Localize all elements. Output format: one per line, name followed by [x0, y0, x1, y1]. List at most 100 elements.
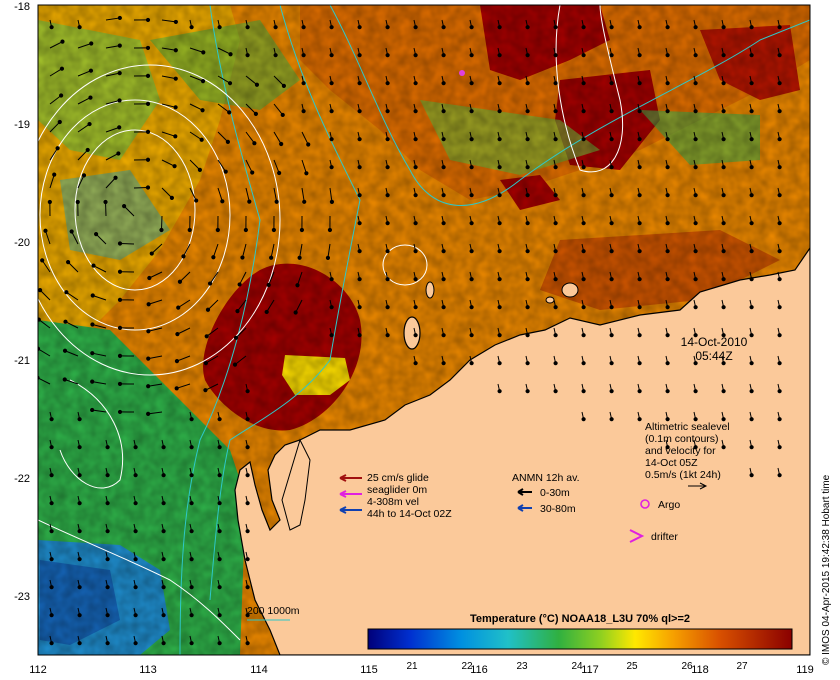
velocity-arrow-head	[637, 305, 642, 310]
velocity-arrow-head	[693, 249, 698, 254]
velocity-arrow-head	[245, 585, 250, 590]
velocity-arrow-head	[40, 258, 45, 263]
velocity-arrow-head	[749, 221, 754, 226]
velocity-arrow-head	[609, 53, 614, 58]
velocity-arrow-head	[77, 25, 82, 30]
velocity-arrow-head	[749, 305, 754, 310]
velocity-arrow-head	[721, 389, 726, 394]
velocity-arrow-head	[413, 165, 418, 170]
velocity-arrow-head	[117, 98, 122, 103]
velocity-arrow-head	[525, 361, 530, 366]
svg-text:30-80m: 30-80m	[540, 503, 576, 515]
velocity-arrow-head	[233, 335, 239, 340]
velocity-arrow-head	[609, 305, 614, 310]
argo-symbol	[640, 499, 650, 509]
velocity-arrow	[161, 187, 173, 199]
velocity-arrow-head	[413, 53, 418, 58]
velocity-arrow-head	[81, 173, 87, 178]
velocity-arrow-head	[105, 641, 110, 646]
velocity-arrow-head	[637, 25, 642, 30]
velocity-arrow-head	[176, 305, 181, 310]
velocity-arrow	[67, 261, 79, 273]
svg-text:Altimetric sealevel: Altimetric sealevel	[645, 421, 730, 433]
velocity-arrow-head	[357, 165, 362, 170]
velocity-arrow-head	[161, 613, 166, 618]
velocity-arrow-head	[301, 109, 306, 114]
velocity-arrow-head	[553, 25, 558, 30]
velocity-arrow-head	[469, 361, 474, 366]
velocity-arrow-head	[254, 82, 260, 87]
velocity-arrow-head	[245, 473, 250, 478]
velocity-arrow-head	[497, 25, 502, 30]
lon-axis: 112 113 114 115 116 117 118 119	[29, 664, 814, 676]
velocity-arrow-head	[665, 417, 670, 422]
velocity-arrow-head	[441, 221, 446, 226]
velocity-arrow-head	[441, 193, 446, 198]
velocity-arrow-head	[173, 19, 178, 25]
velocity-arrow-head	[329, 333, 334, 338]
velocity-arrow-head	[609, 137, 614, 142]
velocity-arrow-head	[749, 81, 754, 86]
velocity-arrow-head	[441, 109, 446, 114]
velocity-arrow-head	[301, 25, 306, 30]
velocity-arrow-head	[665, 305, 670, 310]
velocity-arrow-head	[189, 445, 194, 450]
velocity-arrow-head	[497, 53, 502, 58]
velocity-arrow	[65, 321, 79, 329]
velocity-arrow-head	[665, 389, 670, 394]
argo-label: Argo	[658, 499, 680, 511]
velocity-arrow-head	[357, 25, 362, 30]
velocity-arrow-head	[63, 319, 68, 324]
velocity-arrow	[66, 291, 79, 301]
velocity-arrow-head	[609, 193, 614, 198]
velocity-arrow-head	[357, 221, 362, 226]
velocity-arrow-head	[77, 445, 82, 450]
velocity-arrow	[92, 381, 107, 385]
velocity-arrow	[161, 47, 176, 51]
velocity-arrow-head	[413, 81, 418, 86]
velocity-arrow-head	[497, 277, 502, 282]
velocity-arrow-head	[385, 53, 390, 58]
velocity-arrow-head	[581, 277, 586, 282]
velocity-arrow-head	[146, 384, 151, 389]
velocity-arrow-head	[693, 361, 698, 366]
velocity-arrow-head	[77, 585, 82, 590]
velocity-arrow-head	[247, 199, 252, 204]
velocity-arrow-head	[87, 121, 92, 127]
velocity-arrow	[38, 348, 51, 357]
velocity-arrow	[245, 103, 257, 115]
velocity-arrow-head	[59, 66, 65, 71]
svg-text:ANMN 12h av.: ANMN 12h av.	[512, 472, 580, 484]
velocity-arrow-head	[749, 277, 754, 282]
velocity-arrow-head	[721, 109, 726, 114]
lat-tick: -23	[14, 591, 30, 603]
velocity-arrow-head	[693, 417, 698, 422]
velocity-arrow-head	[441, 165, 446, 170]
isobath-label: 200 1000m	[247, 605, 300, 617]
velocity-arrow-head	[693, 221, 698, 226]
lon-tick: 112	[29, 664, 47, 676]
velocity-arrow	[327, 243, 331, 258]
velocity-arrow-head	[749, 137, 754, 142]
velocity-arrow	[77, 97, 91, 105]
velocity-arrow-head	[665, 333, 670, 338]
velocity-arrow-head	[277, 170, 282, 176]
velocity-arrow-head	[117, 381, 123, 387]
velocity-arrow-head	[217, 529, 222, 534]
velocity-arrow-head	[525, 193, 530, 198]
velocity-arrow-head	[469, 81, 474, 86]
velocity-arrow-head	[637, 333, 642, 338]
velocity-arrow-head	[77, 417, 82, 422]
velocity-arrow-head	[205, 307, 211, 312]
velocity-arrow-head	[777, 81, 782, 86]
drifter-label: drifter	[651, 531, 678, 543]
velocity-arrow-head	[721, 193, 726, 198]
velocity-arrow-head	[609, 221, 614, 226]
velocity-arrow	[148, 299, 163, 305]
velocity-arrow-head	[189, 557, 194, 562]
velocity-arrow-head	[117, 71, 122, 76]
velocity-arrow-head	[329, 25, 334, 30]
velocity-arrow	[212, 243, 219, 258]
velocity-arrow-head	[637, 389, 642, 394]
velocity-arrow-head	[77, 557, 82, 562]
